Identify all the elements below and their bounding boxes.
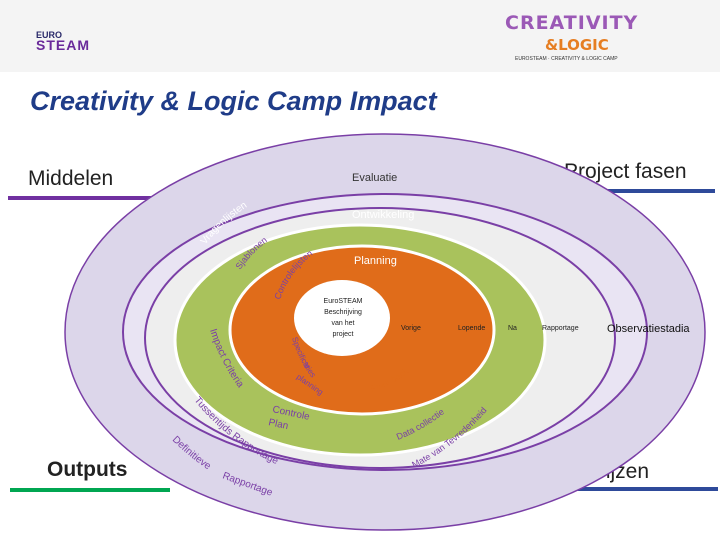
logo-euro-text: EURO xyxy=(36,30,63,40)
underline-outputs xyxy=(10,488,170,492)
label-middelen: Middelen xyxy=(28,167,114,190)
center-circle xyxy=(294,280,390,356)
center-line-2: Beschrijving xyxy=(324,309,362,316)
underline-bewijzen xyxy=(558,487,718,491)
ring-label-planning: Planning xyxy=(354,255,397,267)
stage-lopende: Lopende xyxy=(458,325,485,332)
center-line-4: project xyxy=(332,331,353,338)
eurosteam-logo: EURO STEAM xyxy=(36,30,90,52)
logo-creativity-text: CREATIVITY xyxy=(505,12,639,34)
center-line-3: van het xyxy=(332,320,355,327)
underline-project-fasen xyxy=(560,189,715,193)
logo-subtitle: EUROSTEAM · CREATIVITY & LOGIC CAMP xyxy=(515,56,618,62)
stage-na: Na xyxy=(508,325,517,332)
output-plan: Plan xyxy=(267,417,289,432)
underline-middelen xyxy=(8,196,158,200)
page-title: Creativity & Logic Camp Impact xyxy=(30,86,437,116)
label-observatiestadia: Observatiestadia xyxy=(607,323,690,335)
ring-label-ontwikkeling: Ontwikkeling xyxy=(352,209,414,221)
header-band xyxy=(0,0,720,72)
label-project-fasen: Project fasen xyxy=(564,160,687,183)
stage-rapportage: Rapportage xyxy=(542,325,579,332)
logo-logic-text: &LOGIC xyxy=(545,36,609,54)
stage-vorige: Vorige xyxy=(401,325,421,332)
output-specificaties-amp: & xyxy=(304,361,310,370)
ring-label-evaluatie: Evaluatie xyxy=(352,172,397,184)
label-outputs: Outputs xyxy=(47,458,128,481)
center-line-1: EuroSTEAM xyxy=(324,298,363,305)
creativity-logic-logo: CREATIVITY &LOGIC EUROSTEAM · CREATIVITY… xyxy=(505,12,655,64)
logo-steam-text: STEAM xyxy=(36,37,90,53)
